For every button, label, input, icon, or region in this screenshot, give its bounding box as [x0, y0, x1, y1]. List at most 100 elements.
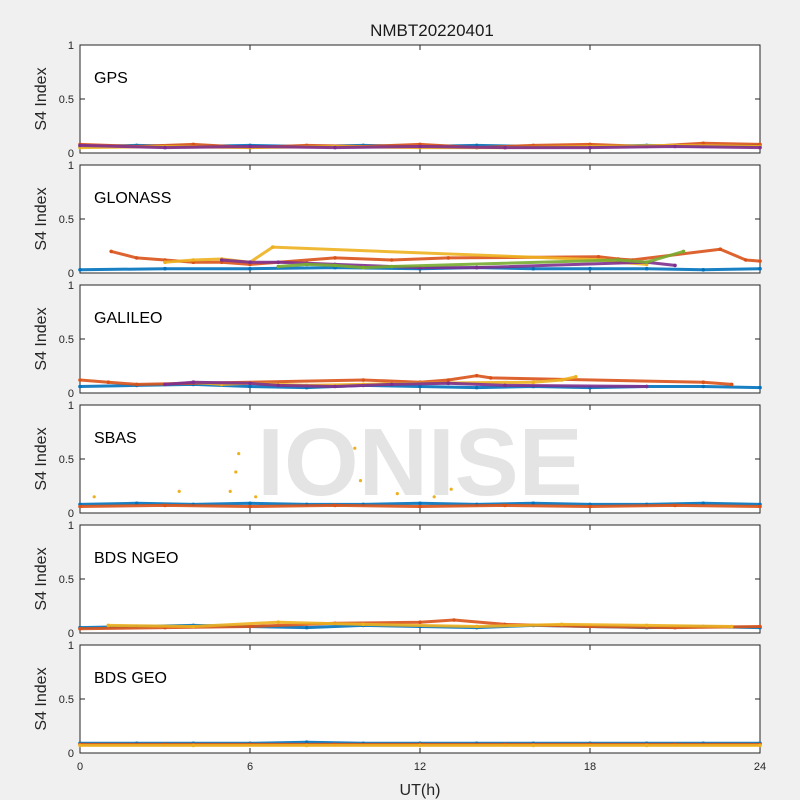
data-point	[248, 144, 252, 149]
data-point	[588, 145, 592, 150]
data-point	[134, 256, 139, 260]
x-tick-label: 12	[414, 761, 426, 773]
data-point	[418, 743, 422, 748]
panel-label-2: GALILEO	[94, 310, 162, 327]
data-point	[503, 383, 507, 388]
data-point	[78, 268, 82, 272]
y-axis-label: S4 Index	[33, 187, 50, 250]
data-point	[163, 382, 167, 387]
data-point	[248, 624, 252, 629]
data-point	[531, 266, 536, 271]
data-point	[78, 504, 82, 509]
data-point	[452, 618, 456, 622]
data-point	[729, 624, 734, 629]
y-tick-label: 1	[68, 40, 74, 52]
data-point	[134, 382, 139, 387]
data-point	[474, 373, 479, 378]
panel-4: 0 0.5 1 S4 Index BDS NGEO	[33, 520, 762, 640]
y-axis-label: S4 Index	[33, 547, 50, 610]
data-point	[596, 254, 601, 259]
y-axis-label: S4 Index	[33, 67, 50, 130]
plot-area-0	[79, 44, 761, 154]
x-tick-label: 18	[584, 761, 596, 773]
data-point	[177, 489, 181, 493]
y-axis-label: S4 Index	[33, 667, 50, 730]
data-point	[418, 501, 422, 506]
series-line-2-1	[78, 374, 734, 386]
data-point	[163, 503, 167, 508]
chart-title: NMBT20220401	[370, 21, 494, 40]
data-point	[234, 470, 238, 474]
data-point	[718, 247, 723, 251]
y-tick-label: 0.5	[59, 694, 74, 706]
data-point	[531, 501, 536, 506]
data-point	[758, 743, 762, 748]
data-point	[333, 256, 337, 260]
data-point	[78, 378, 82, 382]
data-point	[270, 245, 275, 249]
data-point	[681, 249, 686, 254]
data-point	[418, 144, 422, 149]
data-point	[758, 266, 762, 271]
data-point	[701, 268, 706, 272]
data-point	[333, 503, 337, 508]
data-point	[389, 264, 394, 269]
y-tick-label: 0.5	[59, 214, 74, 226]
data-point	[92, 495, 96, 499]
data-point	[361, 265, 366, 270]
y-tick-label: 0	[68, 628, 74, 640]
data-point	[106, 623, 111, 628]
panel-0: 0 0.5 1 S4 Index GPS	[33, 40, 762, 160]
data-point	[588, 266, 592, 271]
y-tick-label: 0	[68, 748, 74, 760]
y-tick-label: 0.5	[59, 574, 74, 586]
panel-2: 0 0.5 1 S4 Index GALILEO	[33, 280, 762, 400]
data-point	[304, 625, 309, 630]
y-tick-label: 1	[68, 640, 74, 652]
data-point	[644, 266, 649, 271]
y-tick-label: 0	[68, 148, 74, 160]
data-point	[446, 381, 451, 386]
y-tick-label: 0.5	[59, 94, 74, 106]
plot-area-4	[79, 524, 761, 634]
panel-1: 0 0.5 1 S4 Index GLONASS	[33, 160, 762, 280]
data-point	[389, 258, 394, 262]
data-point	[353, 446, 357, 450]
data-point	[333, 384, 337, 389]
data-point	[333, 263, 337, 268]
data-point	[191, 624, 196, 629]
data-point	[701, 141, 706, 146]
data-point	[237, 452, 241, 456]
data-point	[446, 256, 451, 260]
watermark-text: IONISE	[257, 409, 582, 516]
y-tick-label: 0	[68, 508, 74, 520]
data-point	[248, 266, 252, 271]
data-point	[474, 624, 479, 629]
y-tick-label: 0	[68, 388, 74, 400]
data-point	[559, 378, 564, 382]
data-point	[758, 624, 762, 629]
data-point	[333, 145, 337, 150]
data-point	[744, 258, 748, 262]
panel-label-0: GPS	[94, 70, 128, 87]
data-point	[418, 384, 422, 389]
y-tick-label: 0	[68, 268, 74, 280]
data-point	[574, 375, 578, 379]
data-point	[248, 504, 252, 509]
x-tick-label: 24	[754, 761, 766, 773]
data-point	[78, 626, 82, 631]
data-point	[228, 489, 232, 493]
data-point	[361, 378, 366, 382]
y-tick-label: 0.5	[59, 334, 74, 346]
data-point	[531, 380, 536, 385]
series-line-4-2	[106, 620, 734, 628]
data-point	[304, 262, 309, 267]
data-point	[588, 504, 592, 509]
data-point	[78, 384, 82, 389]
plot-area-5	[79, 644, 761, 754]
panels-group: 0 0.5 1 S4 Index GPS 0 0.5 1 S4 Index GLONASS 0 0.5…	[33, 40, 766, 773]
data-point	[418, 620, 422, 624]
data-point	[276, 260, 281, 265]
data-point	[673, 503, 677, 508]
